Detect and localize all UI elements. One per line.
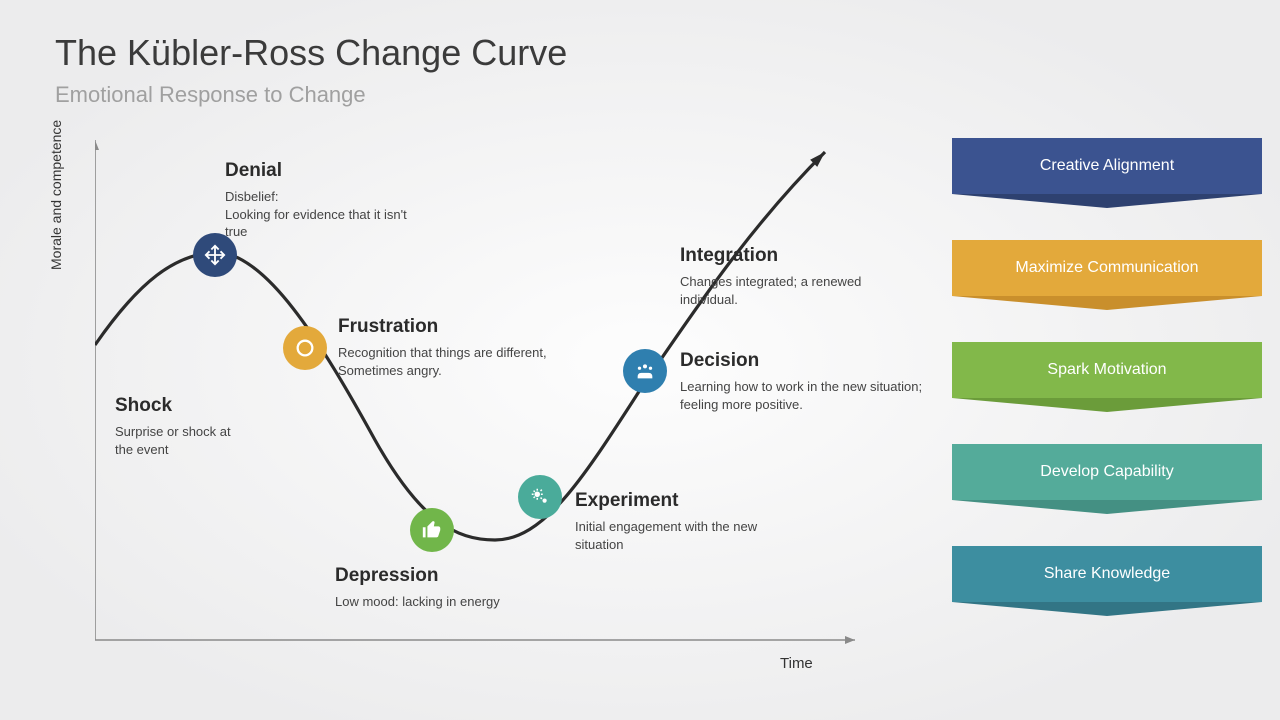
stage-shock-desc: Surprise or shock at the event: [115, 423, 235, 458]
frustration-icon: [283, 326, 327, 370]
banner-4: Share Knowledge: [952, 546, 1262, 602]
stage-shock: Shock Surprise or shock at the event: [115, 395, 235, 458]
stage-frustration-desc: Recognition that things are different, S…: [338, 344, 548, 379]
banner-1: Maximize Communication: [952, 240, 1262, 296]
stage-experiment-desc: Initial engagement with the new situatio…: [575, 518, 805, 553]
stage-denial-title: Denial: [225, 160, 415, 182]
banner-0: Creative Alignment: [952, 138, 1262, 194]
stage-frustration-title: Frustration: [338, 316, 548, 338]
banner-3: Develop Capability: [952, 444, 1262, 500]
decision-icon: [623, 349, 667, 393]
banner-1-label: Maximize Communication: [1015, 259, 1198, 277]
stage-depression: Depression Low mood: lacking in energy: [335, 565, 595, 611]
stage-decision-desc: Learning how to work in the new situatio…: [680, 378, 930, 413]
x-axis-label: Time: [780, 655, 813, 672]
banner-2-label: Spark Motivation: [1047, 361, 1166, 379]
stage-integration-desc: Changes integrated; a renewed individual…: [680, 273, 900, 308]
stage-integration-title: Integration: [680, 245, 900, 267]
page-title: The Kübler-Ross Change Curve: [55, 32, 567, 74]
sidebar: Creative Alignment Maximize Communication…: [952, 138, 1262, 648]
page-subtitle: Emotional Response to Change: [55, 82, 366, 108]
depression-icon: [410, 508, 454, 552]
stage-depression-title: Depression: [335, 565, 595, 587]
banner-4-label: Share Knowledge: [1044, 565, 1170, 583]
y-axis-label: Morale and competence: [48, 120, 64, 270]
stage-integration: Integration Changes integrated; a renewed…: [680, 245, 900, 308]
banner-3-label: Develop Capability: [1040, 463, 1173, 481]
banner-0-label: Creative Alignment: [1040, 157, 1174, 175]
stage-shock-title: Shock: [115, 395, 235, 417]
stage-denial-desc: Disbelief: Looking for evidence that it …: [225, 188, 415, 241]
stage-experiment: Experiment Initial engagement with the ne…: [575, 490, 805, 553]
stage-decision: Decision Learning how to work in the new …: [680, 350, 930, 413]
experiment-icon: [518, 475, 562, 519]
stage-depression-desc: Low mood: lacking in energy: [335, 593, 595, 611]
stage-frustration: Frustration Recognition that things are d…: [338, 316, 548, 379]
stage-decision-title: Decision: [680, 350, 930, 372]
banner-2: Spark Motivation: [952, 342, 1262, 398]
stage-experiment-title: Experiment: [575, 490, 805, 512]
stage-denial: Denial Disbelief: Looking for evidence th…: [225, 160, 415, 241]
